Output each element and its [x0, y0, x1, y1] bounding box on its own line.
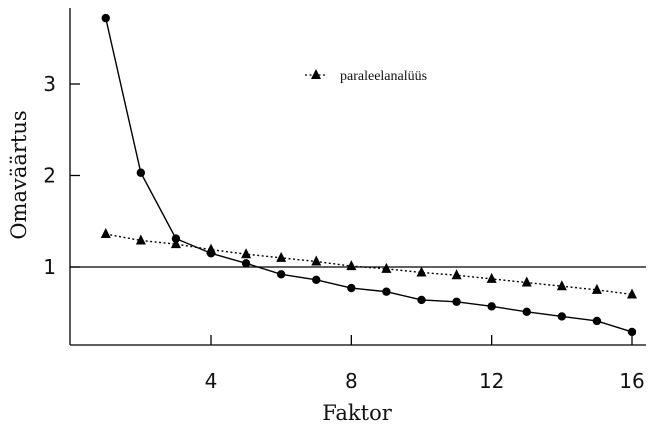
legend: paraleelanalüüs [305, 69, 427, 84]
parallel-analysis-point [486, 272, 497, 283]
legend-label: paraleelanalüüs [340, 69, 427, 84]
legend-triangle-marker [311, 69, 321, 79]
eigenvalue-point [101, 13, 110, 23]
y-axis-label: Omaväärtus [7, 110, 31, 239]
parallel-analysis-point [206, 243, 216, 254]
x-tick-label: 8 [345, 369, 358, 393]
parallel-analysis-point [170, 238, 181, 249]
parallel-analysis-point [627, 288, 637, 299]
parallel-analysis-point [346, 260, 357, 271]
parallel-analysis-point [451, 269, 462, 280]
parallel-analysis-point [591, 283, 602, 294]
parallel-analysis-point [135, 234, 146, 245]
series-lines [105, 17, 633, 333]
eigenvalue-point [382, 287, 391, 296]
eigenvalue-point [627, 327, 637, 337]
x-tick-label: 4 [205, 369, 218, 393]
eigenvalue-point [557, 312, 567, 321]
eigenvalue-point [487, 302, 496, 311]
y-tick-label: 1 [43, 255, 56, 279]
parallel-analysis-point [241, 248, 252, 259]
y-tick-label: 2 [43, 164, 56, 188]
eigenvalue-point [452, 297, 461, 306]
parallel-analysis-point [311, 255, 322, 266]
parallel-analysis-point [381, 262, 392, 273]
parallel-analysis-point [100, 228, 111, 239]
x-tick-label: 12 [479, 369, 504, 393]
parallel-analysis-point [276, 251, 287, 262]
eigenvalue-point [592, 316, 602, 326]
series-line-parallel-analysis [105, 233, 633, 296]
eigenvalue-point [347, 283, 356, 293]
eigenvalue-point [276, 270, 286, 279]
eigenvalue-point [241, 259, 251, 268]
x-tick-label: 16 [619, 369, 644, 393]
parallel-analysis-point [556, 280, 567, 291]
series-points [100, 13, 637, 337]
eigenvalue-point [312, 275, 321, 285]
series-line-eigenvalues [105, 17, 633, 333]
eigenvalue-point [522, 307, 531, 317]
parallel-analysis-point [416, 266, 427, 277]
y-tick-label: 3 [43, 72, 56, 96]
parallel-analysis-point [521, 276, 532, 287]
eigenvalue-point [136, 168, 146, 177]
x-axis-label: Faktor [322, 401, 392, 425]
eigenvalue-point [417, 295, 426, 305]
